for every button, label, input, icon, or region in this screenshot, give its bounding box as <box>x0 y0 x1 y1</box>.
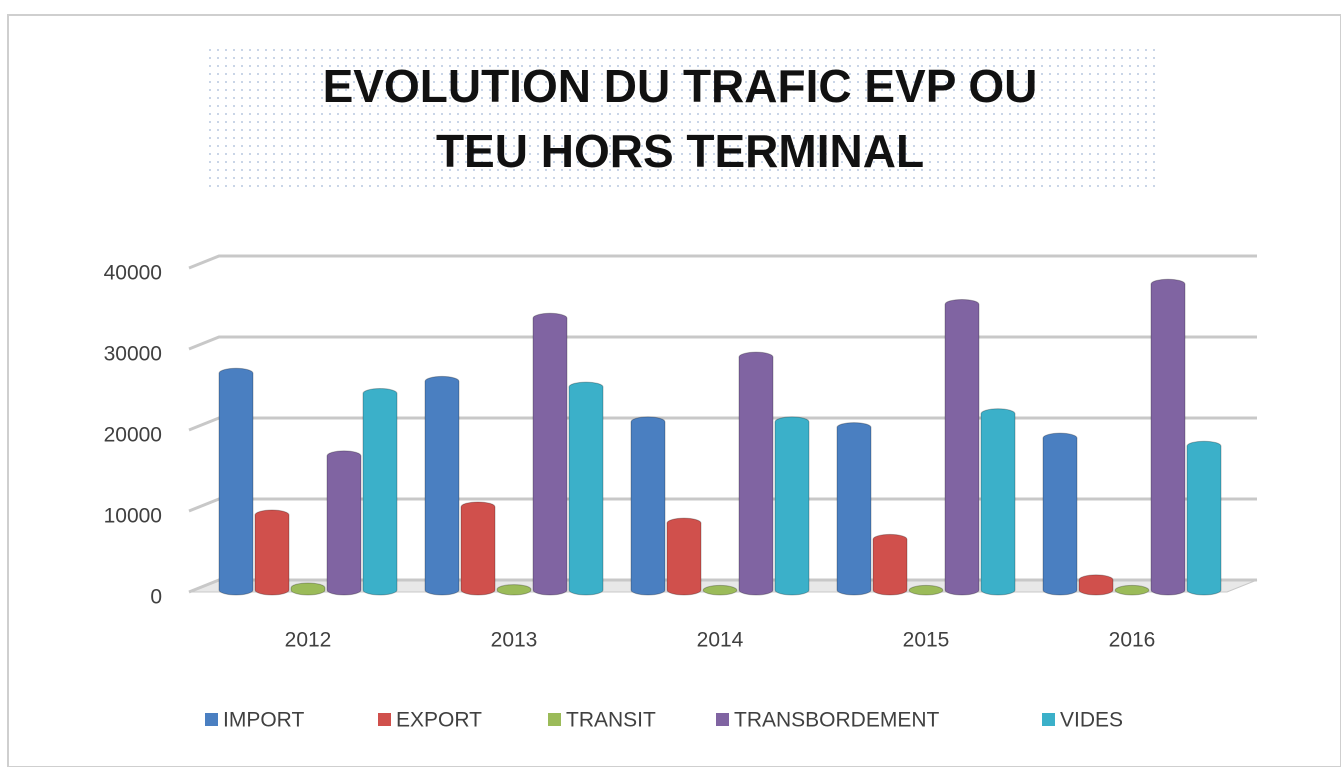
bar <box>702 584 738 596</box>
chart-title: EVOLUTION DU TRAFIC EVP OU <box>323 60 1038 112</box>
bar <box>630 416 666 596</box>
bar <box>944 298 980 596</box>
x-tick-label: 2012 <box>285 629 332 652</box>
bar <box>1150 278 1186 596</box>
x-tick-label: 2014 <box>697 629 744 652</box>
grid-line <box>188 335 1257 351</box>
legend-swatch <box>205 713 218 726</box>
legend-label: TRANSIT <box>566 709 656 732</box>
bar <box>1078 574 1114 596</box>
y-tick-label: 0 <box>150 586 162 609</box>
legend-swatch <box>1042 713 1055 726</box>
bar <box>326 450 362 596</box>
bar <box>362 388 398 596</box>
bar <box>836 422 872 596</box>
legend-swatch <box>548 713 561 726</box>
bar <box>496 584 532 596</box>
title-background <box>205 48 1155 190</box>
bar <box>1042 432 1078 596</box>
bar <box>908 584 944 596</box>
y-tick-label: 30000 <box>104 343 162 366</box>
chart-title: TEU HORS TERMINAL <box>436 125 924 177</box>
y-tick-label: 40000 <box>104 262 162 285</box>
bar <box>532 312 568 596</box>
bar <box>774 416 810 596</box>
legend-label: IMPORT <box>223 709 304 732</box>
legend-swatch <box>378 713 391 726</box>
bar <box>872 533 908 596</box>
legend-label: TRANSBORDEMENT <box>734 709 940 732</box>
bar <box>254 509 290 596</box>
bar <box>738 351 774 596</box>
y-tick-label: 20000 <box>104 424 162 447</box>
legend-label: VIDES <box>1060 709 1123 732</box>
bar <box>290 582 326 596</box>
x-tick-label: 2016 <box>1109 629 1156 652</box>
bar <box>460 501 496 596</box>
legend-label: EXPORT <box>396 709 482 732</box>
bar <box>568 381 604 596</box>
legend-swatch <box>716 713 729 726</box>
bar <box>1114 584 1150 596</box>
grid-line <box>188 254 1257 270</box>
bar <box>424 375 460 596</box>
bar <box>218 367 254 596</box>
y-tick-label: 10000 <box>104 505 162 528</box>
x-tick-label: 2015 <box>903 629 950 652</box>
bar <box>1186 440 1222 596</box>
x-tick-label: 2013 <box>491 629 538 652</box>
bar <box>666 517 702 596</box>
bar <box>980 408 1016 596</box>
